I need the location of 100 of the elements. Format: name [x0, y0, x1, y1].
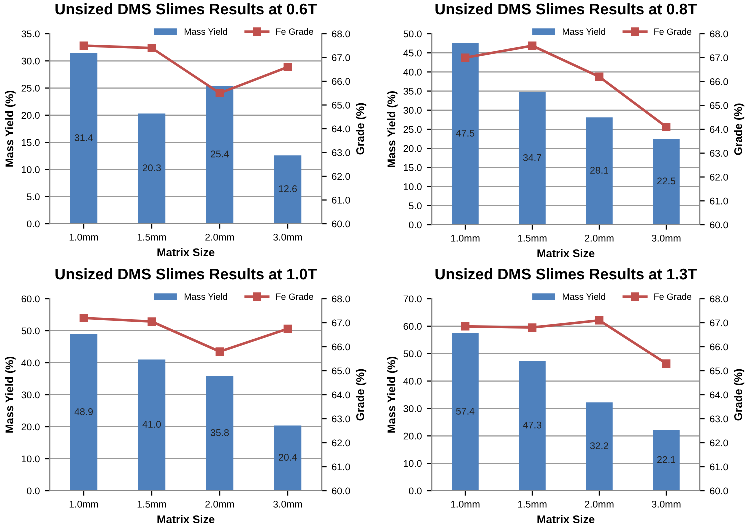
y-tick-label: 35.0: [22, 30, 40, 38]
data-label: 41.0: [142, 421, 162, 428]
data-label: 35.8: [210, 429, 230, 436]
y2-tick-label: 64.0: [710, 126, 728, 134]
legend-label: Fe Grade: [276, 293, 314, 300]
y-tick-label: 20.0: [404, 145, 422, 152]
bar: [206, 86, 234, 224]
x-axis-title: Matrix Size: [158, 515, 215, 524]
y2-axis-title: Grade (%): [734, 369, 745, 421]
legend-label: Mass Yield: [184, 293, 228, 300]
bar: [452, 44, 479, 225]
bar: [274, 426, 302, 491]
y-axis-title: Mass Yield (%): [387, 91, 398, 168]
data-label: 22.1: [658, 456, 676, 464]
data-label: 32.2: [590, 442, 608, 450]
data-label: 48.9: [74, 408, 93, 416]
legend-label: Mass Yield: [563, 28, 606, 36]
bar: [70, 334, 98, 491]
y2-tick-label: 68.0: [332, 296, 350, 303]
y2-tick-label: 60.0: [332, 488, 350, 495]
y2-axis-title: Grade (%): [734, 104, 745, 156]
y-axis-title: Mass Yield (%): [387, 356, 398, 433]
point: [461, 322, 470, 331]
y2-tick-label: 61.0: [332, 196, 350, 204]
bar: [452, 334, 479, 491]
x-tick-label: 3.0mm: [652, 500, 681, 508]
y-tick-label: 45.0: [404, 50, 422, 57]
y2-tick-label: 68.0: [332, 30, 350, 38]
y-tick-label: 10.0: [22, 456, 40, 463]
legend-label: Fe Grade: [654, 28, 692, 36]
y2-tick-label: 66.0: [710, 78, 728, 86]
x-tick-label: 2.0mm: [585, 234, 614, 242]
y-tick-label: 0.0: [409, 222, 422, 229]
y-tick-label: 20.0: [404, 432, 422, 440]
x-tick-label: 1.0mm: [451, 500, 480, 508]
y2-tick-label: 63.0: [710, 150, 728, 157]
data-label: 34.7: [523, 154, 542, 162]
y-tick-label: 10.0: [404, 184, 422, 190]
point: [284, 63, 292, 72]
y-tick-label: 0.0: [27, 488, 40, 495]
y2-tick-label: 65.0: [332, 368, 350, 375]
y2-tick-label: 64.0: [710, 392, 728, 399]
y-tick-label: 15.0: [22, 139, 40, 146]
bar: [586, 402, 613, 491]
bar: [519, 92, 546, 225]
y-tick-label: 25.0: [404, 126, 422, 134]
y-tick-label: 40.0: [404, 378, 422, 385]
x-tick-label: 1.5mm: [138, 234, 166, 241]
point: [662, 122, 671, 132]
chart-title: Unsized DMS Slimes Results at 0.8T: [436, 3, 698, 15]
y2-tick-label: 66.0: [710, 344, 728, 351]
point: [595, 316, 604, 325]
y2-tick-label: 65.0: [332, 102, 350, 109]
y-tick-label: 0.0: [409, 488, 422, 495]
y2-tick-label: 66.0: [332, 344, 350, 351]
y-axis-title: Mass Yield (%): [5, 356, 16, 433]
point: [216, 89, 224, 98]
y2-tick-label: 63.0: [710, 416, 728, 423]
y-tick-label: 10.0: [404, 460, 422, 468]
y-tick-label: 5.0: [409, 202, 422, 210]
y-tick-label: 50.0: [404, 30, 422, 38]
y-axis-title: Mass Yield (%): [5, 90, 16, 167]
y2-tick-label: 62.0: [332, 173, 350, 180]
y-tick-label: 30.0: [404, 405, 422, 412]
y-tick-label: 35.0: [404, 88, 422, 95]
y2-tick-label: 63.0: [332, 416, 350, 423]
legend-label: Fe Grade: [276, 28, 314, 36]
x-tick-label: 2.0mm: [206, 500, 234, 508]
legend-label: Mass Yield: [184, 28, 228, 36]
y2-tick-label: 67.0: [710, 54, 728, 62]
data-label: 57.4: [456, 408, 475, 415]
y-tick-label: 10.0: [22, 166, 40, 174]
y2-tick-label: 68.0: [710, 296, 728, 303]
y-tick-label: 0.0: [27, 220, 40, 228]
data-label: 20.4: [279, 454, 298, 461]
x-tick-label: 2.0mm: [585, 500, 614, 508]
y2-tick-label: 62.0: [332, 440, 350, 447]
y2-tick-label: 67.0: [710, 320, 728, 327]
y-tick-label: 15.0: [404, 164, 422, 172]
y2-tick-label: 66.0: [332, 78, 350, 86]
x-tick-label: 1.0mm: [70, 500, 98, 508]
x-tick-label: 2.0mm: [206, 234, 234, 241]
x-tick-label: 3.0mm: [274, 500, 302, 508]
bar: [653, 430, 680, 491]
data-label: 25.4: [211, 150, 230, 158]
y2-tick-label: 67.0: [332, 320, 350, 327]
x-tick-label: 1.5mm: [518, 501, 547, 508]
y2-tick-label: 61.0: [332, 464, 350, 471]
bar: [138, 360, 166, 491]
point: [284, 324, 292, 334]
y-tick-label: 20.0: [22, 424, 40, 431]
y2-tick-label: 64.0: [332, 392, 350, 399]
y2-tick-label: 61.0: [710, 464, 728, 471]
bar: [274, 156, 302, 224]
x-tick-label: 3.0mm: [652, 234, 681, 242]
x-tick-label: 3.0mm: [274, 234, 302, 241]
y-tick-label: 30.0: [22, 392, 40, 399]
x-tick-label: 1.5mm: [138, 501, 166, 508]
y2-tick-label: 64.0: [332, 126, 350, 133]
x-tick-label: 1.5mm: [518, 235, 547, 242]
